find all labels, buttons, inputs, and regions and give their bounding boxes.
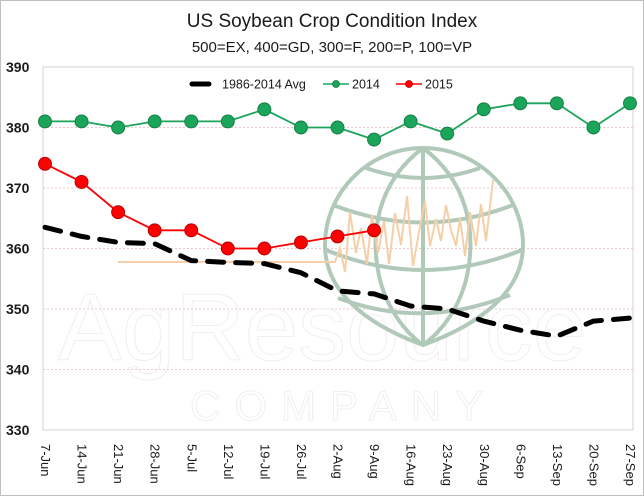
data-point	[330, 229, 345, 244]
chart-subtitle: 500=EX, 400=GD, 300=F, 200=P, 100=VP	[192, 39, 472, 56]
x-tick-label: 27-Sep	[623, 444, 638, 486]
x-tick-label: 20-Sep	[586, 444, 601, 486]
data-point	[74, 114, 89, 129]
y-axis-ticks: 390 380 370 360 350 340 330	[6, 59, 30, 438]
data-point	[293, 235, 308, 250]
x-tick-label: 14-Jun	[75, 444, 90, 484]
y-tick-label: 330	[6, 422, 30, 438]
x-tick-label: 30-Aug	[477, 444, 492, 486]
x-tick-label: 12-Jul	[221, 444, 236, 480]
data-point	[549, 96, 564, 111]
x-tick-label: 13-Sep	[550, 444, 565, 486]
x-tick-label: 2-Aug	[331, 444, 346, 479]
legend-2015-marker	[405, 80, 413, 88]
x-tick-label: 9-Aug	[367, 444, 382, 479]
data-point	[220, 241, 235, 256]
x-tick-label: 19-Jul	[257, 444, 272, 480]
data-point	[74, 174, 89, 189]
data-point	[184, 114, 199, 129]
series-1986-2014-avg	[42, 224, 633, 339]
y-tick-label: 380	[6, 120, 30, 136]
data-point	[330, 120, 345, 135]
data-point	[403, 114, 418, 129]
series-layer	[38, 96, 637, 339]
data-point	[367, 132, 382, 147]
data-point	[147, 114, 162, 129]
y-tick-label: 340	[6, 362, 30, 378]
globe-icon	[322, 145, 526, 348]
legend-item-2015[interactable]: 2015	[396, 78, 453, 92]
data-point	[257, 102, 272, 117]
x-tick-label: 21-Jun	[111, 444, 126, 484]
data-point	[476, 102, 491, 117]
data-point	[184, 223, 199, 238]
chart-title: US Soybean Crop Condition Index	[187, 11, 478, 32]
data-point	[147, 223, 162, 238]
watermark: AgResource COMPANY	[58, 145, 587, 430]
legend-2014-marker	[332, 80, 340, 88]
data-point	[293, 120, 308, 135]
data-point	[440, 126, 455, 141]
data-point	[38, 156, 52, 171]
data-point	[513, 96, 528, 111]
legend-avg-label: 1986-2014 Avg	[222, 78, 306, 92]
legend-item-2014[interactable]: 2014	[323, 78, 380, 92]
data-point	[367, 223, 382, 238]
x-tick-label: 7-Jun	[38, 444, 53, 477]
watermark-line	[118, 179, 494, 273]
series-2014	[38, 96, 637, 147]
data-point	[220, 114, 235, 129]
data-point	[586, 120, 601, 135]
data-point	[38, 114, 52, 129]
x-tick-label: 23-Aug	[440, 444, 455, 486]
x-tick-label: 26-Jul	[294, 444, 309, 480]
x-tick-label: 16-Aug	[404, 444, 419, 486]
x-tick-label: 5-Jul	[184, 444, 199, 472]
legend: 1986-2014 Avg 2014 2015	[189, 78, 453, 92]
watermark-subtext: COMPANY	[190, 382, 497, 429]
legend-2015-label: 2015	[425, 78, 453, 92]
data-point	[111, 205, 126, 220]
legend-2014-label: 2014	[352, 78, 380, 92]
series-2015	[38, 156, 382, 256]
y-tick-label: 360	[6, 241, 30, 257]
x-tick-label: 28-Jun	[148, 444, 163, 484]
data-point	[257, 241, 272, 256]
series-line	[44, 162, 375, 250]
x-axis-ticks: 7-Jun 14-Jun 21-Jun 28-Jun 5-Jul 12-Jul 19-Jul…	[38, 444, 638, 486]
x-tick-label: 6-Sep	[513, 444, 528, 479]
series-line	[42, 224, 633, 339]
legend-item-avg[interactable]: 1986-2014 Avg	[189, 78, 306, 92]
y-tick-label: 350	[6, 301, 30, 317]
data-point	[111, 120, 126, 135]
watermark-name: AgResource	[58, 274, 586, 381]
data-point	[623, 96, 637, 111]
y-tick-label: 390	[6, 59, 30, 75]
y-tick-label: 370	[6, 180, 30, 196]
